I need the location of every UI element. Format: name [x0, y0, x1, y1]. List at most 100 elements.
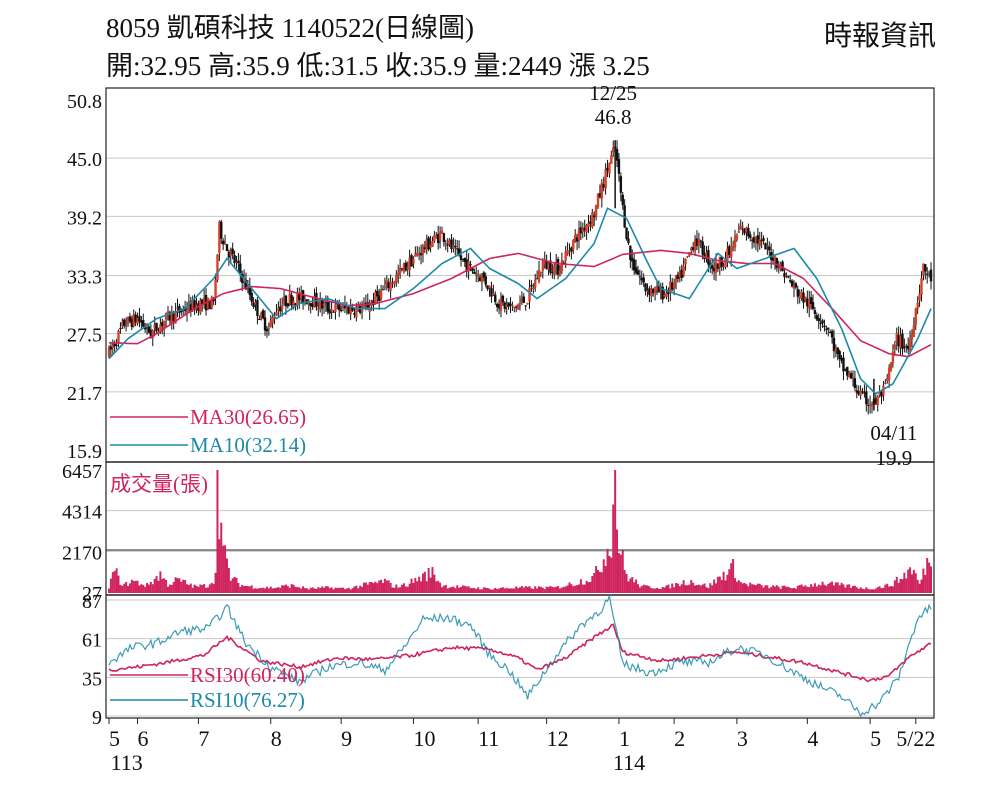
candle-body [712, 268, 716, 272]
candle-body [621, 194, 624, 205]
volume-bar [882, 587, 885, 593]
volume-bar [557, 586, 560, 593]
candle-body [256, 299, 259, 316]
volume-y-tick: 4314 [62, 502, 102, 524]
candle-body [117, 330, 120, 343]
candle-body [503, 302, 506, 309]
candle-body [596, 194, 600, 207]
price-y-tick: 39.2 [67, 207, 102, 229]
volume-bar [831, 581, 834, 593]
candle-body [889, 362, 893, 370]
candle-body [400, 268, 404, 270]
volume-bar [273, 588, 276, 593]
volume-bar [581, 584, 584, 593]
volume-bar [286, 586, 289, 593]
candle-body [886, 377, 889, 381]
candle-body [201, 299, 204, 305]
candle-body [480, 274, 484, 283]
candle-body [710, 265, 714, 269]
candle-body [261, 310, 265, 319]
volume-bar [332, 589, 335, 593]
volume-bar [378, 580, 381, 593]
candle-body [246, 285, 250, 287]
candle-body [537, 269, 541, 282]
volume-bar [770, 587, 773, 593]
volume-bar [711, 585, 714, 593]
candle-body [332, 311, 335, 313]
volume-bar [184, 580, 187, 593]
legend-entry: MA10(32.14) [190, 433, 306, 457]
volume-bar [372, 583, 375, 593]
volume-bar [865, 587, 868, 593]
x-year-label: 113 [111, 750, 143, 775]
volume-bar [302, 586, 305, 593]
candle-body [311, 303, 314, 307]
volume-bar [673, 587, 676, 593]
candle-body [760, 240, 763, 242]
candle-body [438, 232, 442, 241]
volume-bar [773, 586, 776, 593]
candle-body [830, 331, 834, 338]
volume-bar [705, 587, 708, 593]
volume-bar [513, 588, 516, 593]
volume-bar [338, 587, 341, 593]
candle-body [745, 227, 748, 233]
candle-body [389, 281, 392, 291]
candle-body [469, 264, 472, 266]
volume-bar [412, 582, 415, 593]
volume-bar [665, 585, 668, 593]
volume-bar [492, 589, 495, 593]
volume-bar [471, 588, 474, 593]
volume-bar [275, 587, 278, 593]
volume-bar [205, 587, 208, 593]
volume-bar [713, 579, 716, 593]
volume-bar [233, 576, 236, 593]
volume-bar [787, 586, 790, 593]
volume-bar [503, 588, 506, 593]
candle-body [876, 396, 879, 405]
candle-body [556, 259, 560, 275]
candle-body [783, 272, 786, 278]
candle-body [427, 237, 430, 250]
candle-body [924, 264, 927, 272]
volume-bar [157, 580, 160, 593]
volume-bar [853, 585, 856, 593]
candle-body [271, 317, 274, 324]
volume-bar [113, 570, 116, 593]
volume-bar [307, 589, 310, 593]
volume-bar [210, 582, 213, 593]
volume-bar [909, 567, 912, 593]
candle-body [298, 293, 301, 301]
volume-bar [311, 587, 314, 593]
volume-bar [127, 586, 130, 593]
volume-bar [848, 584, 851, 593]
volume-bar [878, 586, 881, 593]
candle-body [815, 315, 819, 320]
volume-bar [454, 588, 457, 593]
volume-bar [619, 554, 622, 593]
volume-bar [439, 582, 442, 593]
volume-bar [591, 576, 594, 593]
volume-bar [536, 588, 539, 593]
volume-bar [891, 586, 894, 593]
candle-body [153, 324, 156, 329]
candle-body [849, 373, 853, 379]
volume-bar [212, 583, 215, 593]
volume-bar [159, 571, 162, 593]
ma-line [108, 249, 932, 358]
volume-bar [241, 584, 244, 593]
volume-bar [330, 587, 333, 593]
volume-bar [867, 588, 870, 593]
volume-bar [144, 586, 147, 593]
volume-bar [146, 583, 149, 593]
volume-bar [840, 582, 843, 593]
volume-bar [608, 555, 611, 593]
volume-bar [391, 587, 394, 593]
volume-bar [450, 587, 453, 593]
volume-bar [604, 565, 607, 593]
volume-bar [627, 581, 630, 593]
volume-bar [519, 587, 521, 593]
volume-panel-title: 成交量(張) [110, 472, 208, 496]
volume-bar [663, 587, 666, 593]
volume-bar [345, 588, 348, 593]
